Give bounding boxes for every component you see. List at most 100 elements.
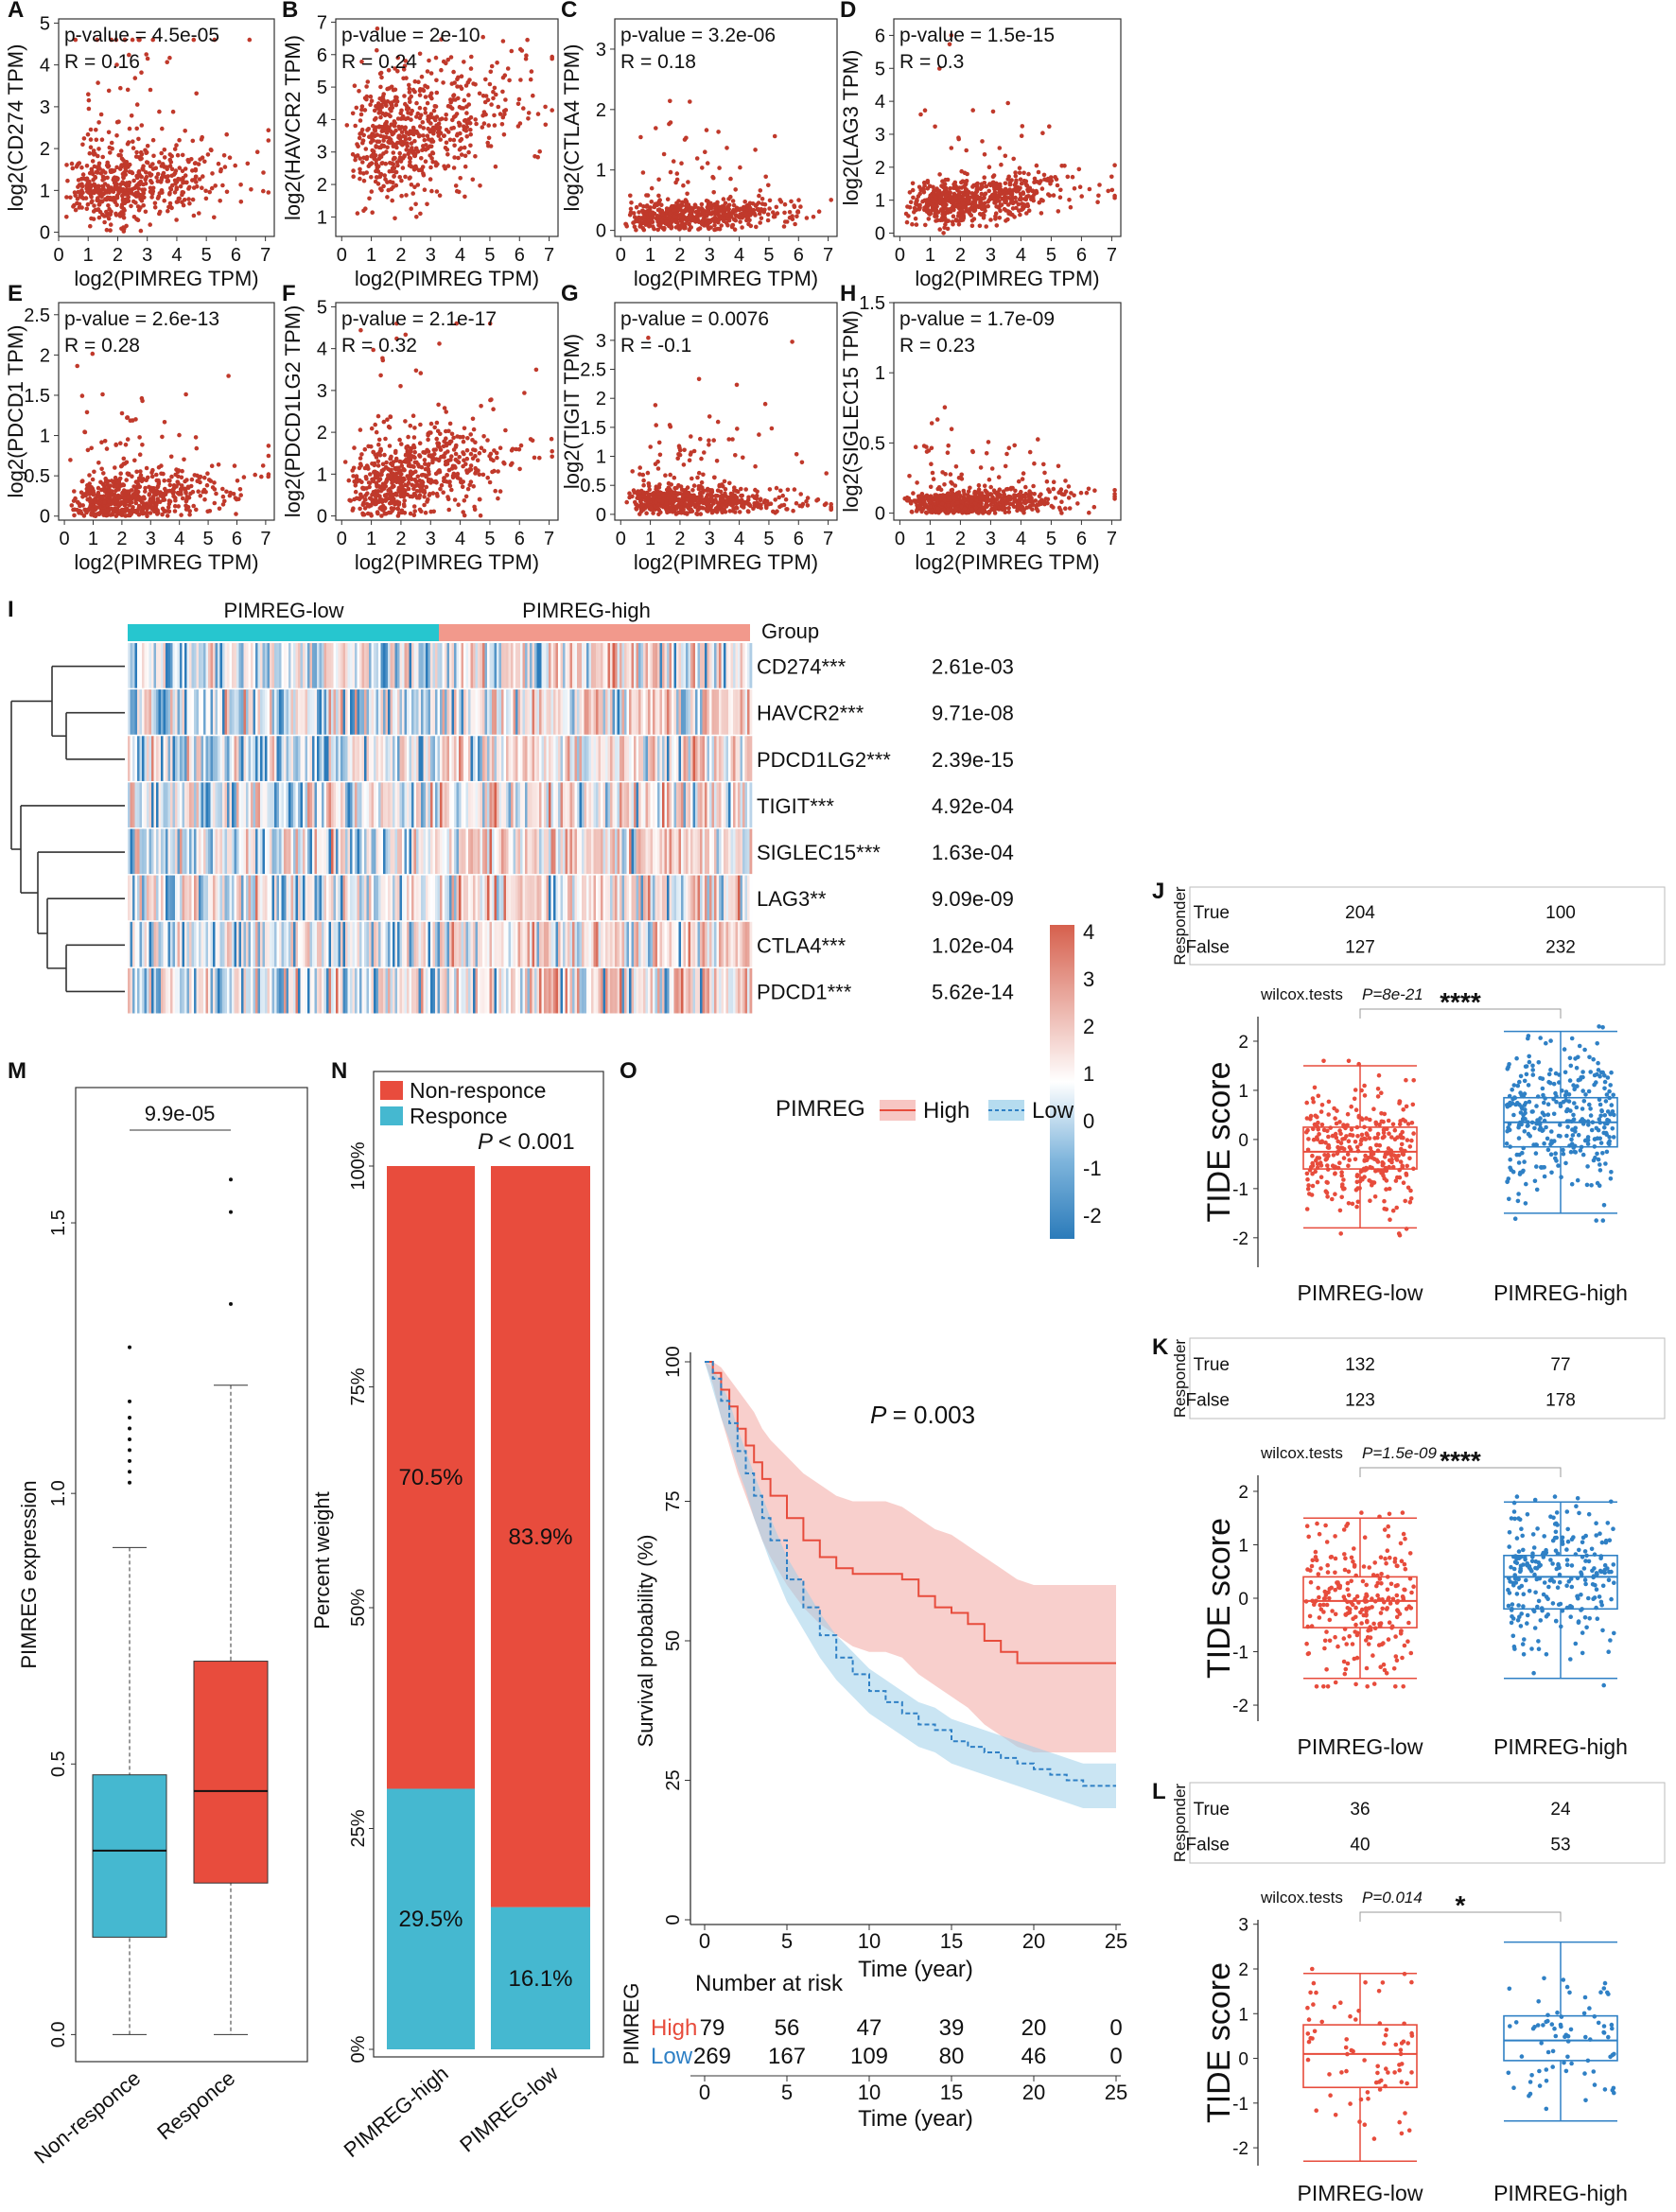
data-point bbox=[959, 198, 964, 203]
data-point bbox=[105, 163, 111, 167]
data-point bbox=[641, 490, 647, 496]
data-point bbox=[136, 186, 141, 191]
data-point bbox=[660, 493, 666, 498]
r-value-label: R = 0.24 bbox=[341, 51, 417, 73]
data-point bbox=[79, 393, 85, 398]
data-point bbox=[485, 140, 490, 146]
data-point bbox=[480, 34, 485, 40]
data-point bbox=[1013, 200, 1019, 204]
data-point bbox=[641, 478, 646, 483]
data-point bbox=[1039, 211, 1044, 216]
data-point bbox=[75, 363, 79, 369]
x-tick-label: 6 bbox=[794, 245, 804, 266]
data-point bbox=[458, 131, 463, 136]
data-point bbox=[124, 223, 129, 229]
data-point bbox=[500, 39, 506, 44]
data-point bbox=[492, 448, 497, 453]
data-point bbox=[710, 211, 716, 216]
data-point bbox=[1097, 183, 1102, 187]
data-point bbox=[350, 111, 356, 116]
data-point bbox=[99, 137, 105, 142]
data-point bbox=[970, 108, 975, 113]
y-axis-label: log2(HAVCR2 TPM) bbox=[281, 35, 305, 220]
data-point bbox=[468, 128, 473, 132]
data-point bbox=[1021, 170, 1026, 176]
data-point bbox=[129, 169, 134, 175]
data-point bbox=[942, 225, 947, 230]
data-point bbox=[503, 97, 508, 102]
data-point bbox=[399, 193, 404, 199]
data-point bbox=[1003, 200, 1008, 204]
data-point bbox=[136, 506, 141, 511]
data-point bbox=[209, 463, 215, 469]
data-point bbox=[411, 126, 416, 131]
data-point bbox=[106, 88, 112, 94]
data-point bbox=[416, 167, 422, 173]
data-point bbox=[1109, 174, 1114, 180]
data-point bbox=[86, 97, 92, 103]
data-point bbox=[404, 131, 410, 135]
data-point bbox=[666, 493, 672, 498]
data-point bbox=[713, 494, 719, 498]
y-tick-label: 3 bbox=[317, 143, 327, 164]
data-point bbox=[487, 454, 492, 459]
data-point bbox=[245, 161, 251, 166]
data-point bbox=[945, 177, 951, 183]
data-point bbox=[414, 129, 419, 134]
data-point bbox=[412, 477, 418, 482]
data-point bbox=[150, 185, 156, 191]
data-point bbox=[726, 210, 732, 216]
data-point bbox=[706, 208, 711, 213]
data-point bbox=[466, 149, 471, 155]
data-point bbox=[397, 437, 402, 443]
data-point bbox=[657, 198, 662, 202]
data-point bbox=[728, 495, 734, 499]
data-point bbox=[112, 168, 117, 173]
data-point bbox=[76, 184, 80, 189]
data-point bbox=[649, 200, 655, 204]
data-point bbox=[120, 180, 125, 184]
panel-label: D bbox=[840, 0, 856, 23]
data-point bbox=[379, 144, 385, 149]
data-point bbox=[690, 218, 694, 223]
data-point bbox=[550, 54, 554, 60]
data-point bbox=[774, 485, 779, 491]
data-point bbox=[114, 133, 119, 138]
data-point bbox=[141, 203, 146, 208]
data-point bbox=[445, 495, 450, 499]
y-tick-label: 0 bbox=[317, 507, 327, 528]
data-point bbox=[824, 471, 829, 476]
data-point bbox=[434, 90, 440, 96]
data-point bbox=[1112, 193, 1117, 199]
data-point bbox=[685, 497, 690, 502]
y-tick-label: 5 bbox=[40, 13, 50, 34]
data-point bbox=[1065, 174, 1071, 180]
data-point bbox=[117, 166, 123, 171]
data-point bbox=[421, 126, 427, 131]
data-point bbox=[624, 499, 629, 505]
data-point bbox=[784, 507, 789, 512]
data-point bbox=[364, 170, 370, 175]
data-point bbox=[428, 94, 433, 99]
data-point bbox=[364, 84, 369, 89]
data-point bbox=[100, 154, 105, 160]
data-point bbox=[367, 196, 372, 201]
data-point bbox=[438, 447, 444, 452]
data-point bbox=[473, 117, 479, 122]
data-point bbox=[88, 145, 94, 149]
data-point bbox=[521, 106, 526, 111]
data-point bbox=[382, 452, 387, 458]
data-point bbox=[222, 498, 227, 504]
data-point bbox=[766, 183, 771, 188]
data-point bbox=[180, 190, 184, 196]
y-tick-label: 3 bbox=[40, 97, 50, 118]
data-point bbox=[125, 437, 131, 442]
data-point bbox=[981, 216, 986, 220]
data-point bbox=[994, 185, 1000, 190]
data-point bbox=[121, 488, 127, 493]
data-point bbox=[733, 453, 738, 458]
data-point bbox=[224, 189, 230, 195]
data-point bbox=[189, 477, 195, 482]
